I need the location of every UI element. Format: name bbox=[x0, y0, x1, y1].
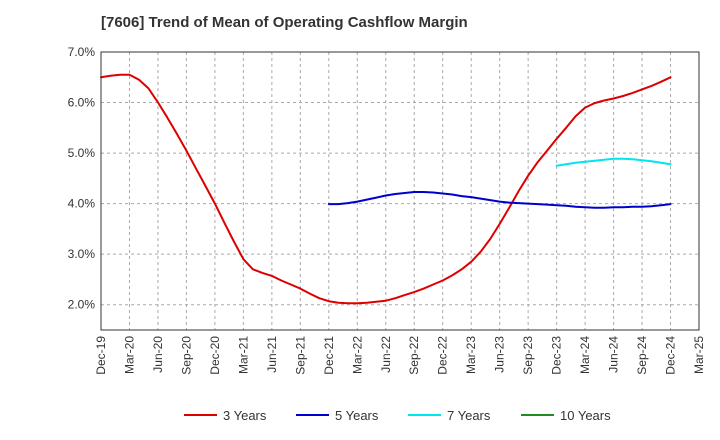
x-tick-label: Mar-25 bbox=[692, 336, 706, 374]
x-tick-label: Sep-24 bbox=[635, 336, 649, 375]
series-line-5-years bbox=[327, 191, 672, 209]
x-tick-label: Dec-24 bbox=[664, 336, 678, 375]
legend-label: 5 Years bbox=[335, 408, 379, 423]
y-tick-label: 3.0% bbox=[68, 247, 96, 261]
plot-frame bbox=[100, 51, 700, 331]
legend-label: 3 Years bbox=[223, 408, 267, 423]
y-axis: 2.0% 3.0% 4.0% 5.0% 6.0% 7.0% bbox=[68, 45, 96, 312]
x-tick-label: Mar-20 bbox=[122, 336, 136, 374]
legend-label: 10 Years bbox=[560, 408, 611, 423]
x-axis: Dec-19 Mar-20 Jun-20 Sep-20 Dec-20 Mar-21 Jun-… bbox=[94, 336, 706, 375]
x-tick-label: Jun-20 bbox=[151, 336, 165, 373]
x-tick-label: Dec-19 bbox=[94, 336, 108, 375]
x-tick-label: Jun-24 bbox=[607, 336, 621, 373]
x-tick-label: Sep-22 bbox=[407, 336, 421, 375]
x-tick-label: Mar-24 bbox=[578, 336, 592, 374]
legend: 3 Years 5 Years 7 Years 10 Years bbox=[184, 408, 611, 423]
y-tick-label: 4.0% bbox=[68, 197, 96, 211]
series-line-7-years bbox=[555, 157, 672, 167]
x-tick-label: Dec-20 bbox=[208, 336, 222, 375]
series-line-3-years bbox=[100, 73, 672, 305]
x-tick-label: Mar-21 bbox=[236, 336, 250, 374]
x-tick-label: Dec-21 bbox=[322, 336, 336, 375]
x-tick-label: Mar-23 bbox=[464, 336, 478, 374]
x-tick-label: Sep-20 bbox=[179, 336, 193, 375]
x-tick-label: Sep-21 bbox=[293, 336, 307, 375]
y-tick-label: 7.0% bbox=[68, 45, 96, 59]
y-tick-label: 6.0% bbox=[68, 96, 96, 110]
legend-label: 7 Years bbox=[447, 408, 491, 423]
y-tick-label: 5.0% bbox=[68, 146, 96, 160]
x-tick-label: Sep-23 bbox=[521, 336, 535, 375]
x-tick-label: Dec-22 bbox=[436, 336, 450, 375]
grid-layer bbox=[100, 51, 700, 330]
series-layer bbox=[100, 73, 672, 305]
x-tick-label: Jun-22 bbox=[379, 336, 393, 373]
y-tick-label: 2.0% bbox=[68, 298, 96, 312]
x-tick-label: Dec-23 bbox=[550, 336, 564, 375]
x-tick-label: Jun-21 bbox=[265, 336, 279, 373]
x-tick-label: Mar-22 bbox=[350, 336, 364, 374]
x-tick-label: Jun-23 bbox=[493, 336, 507, 373]
chart-title: [7606] Trend of Mean of Operating Cashfl… bbox=[101, 14, 468, 31]
